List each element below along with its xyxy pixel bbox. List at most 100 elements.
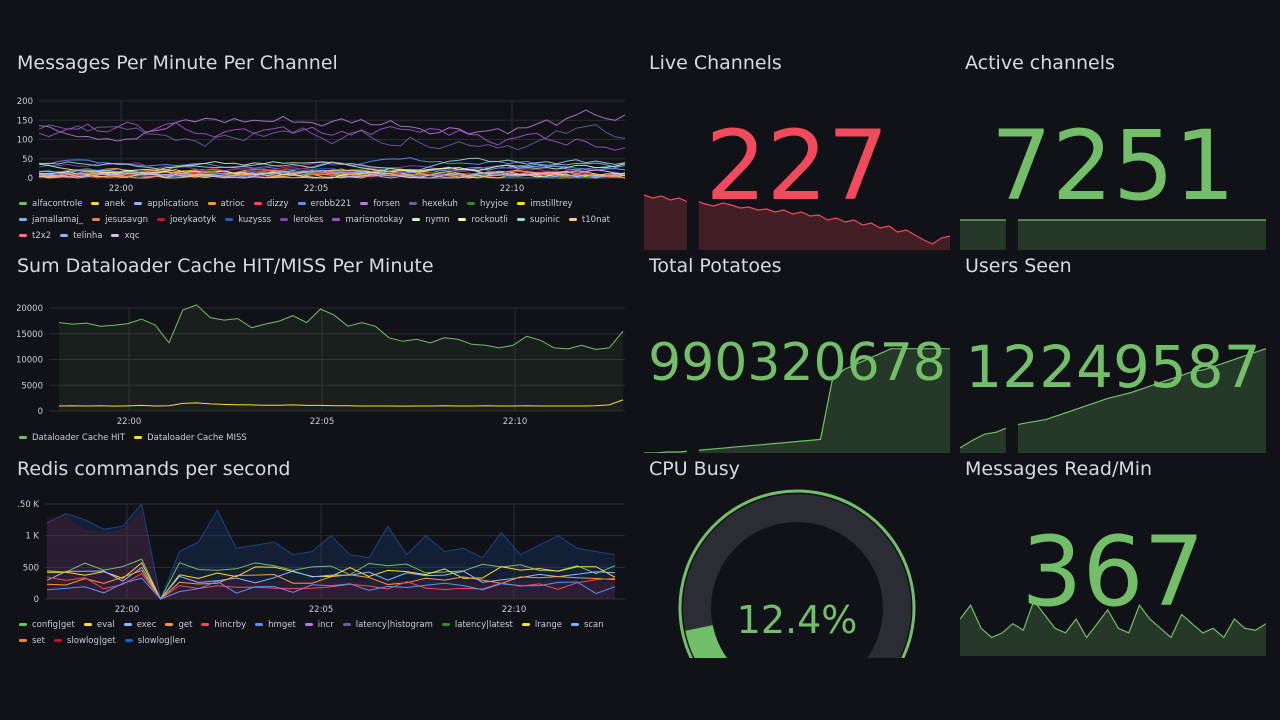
legend-item[interactable]: marisnotokay [332, 212, 403, 228]
legend-item[interactable]: alfacontrole [19, 196, 82, 212]
redis-panel: Redis commands per second 1.50 K 1 K 500 0 2… [17, 458, 627, 658]
legend-label: config|get [32, 620, 75, 630]
total-potatoes-sparkline [644, 333, 950, 453]
legend-item[interactable]: hmget [255, 617, 296, 633]
legend-item[interactable]: jamallamaj_ [19, 212, 83, 228]
sparkline-fill [960, 348, 1266, 453]
y-tick-label: 500 [23, 563, 39, 573]
legend-swatch [517, 202, 526, 205]
legend-item[interactable]: anek [91, 196, 125, 212]
legend-swatch [19, 436, 27, 439]
legend-item[interactable]: jesusavgn [92, 212, 148, 228]
legend-label: rockoutli [471, 215, 508, 225]
messages-read-value: 367 [1021, 516, 1205, 628]
series-line [58, 399, 624, 407]
legend-item[interactable]: joeykaotyk [156, 212, 216, 228]
y-tick-label: 1.50 K [17, 500, 39, 510]
legend-label: hmget [268, 620, 296, 630]
legend-item[interactable]: supinic [516, 212, 560, 228]
legend-swatch [207, 202, 216, 205]
y-tick-label: 200 [17, 97, 33, 107]
legend-item[interactable]: lerokes [280, 212, 323, 228]
gauge-value-arc [685, 624, 728, 658]
redis-chart[interactable]: 1.50 K 1 K 500 0 22:00 22:05 22:10 [17, 494, 627, 644]
panel-title[interactable]: Users Seen [965, 255, 1072, 277]
series-line [38, 169, 626, 179]
sparkline-gap [686, 180, 699, 250]
legend-swatch [466, 202, 475, 205]
legend-item[interactable]: erobb221 [297, 196, 352, 212]
legend-item[interactable]: config|get [19, 617, 75, 633]
legend-item[interactable]: telinha [60, 228, 102, 244]
legend-item[interactable]: slowlog|get [54, 633, 116, 649]
legend-item[interactable]: set [19, 633, 45, 649]
series-line [38, 109, 626, 142]
legend-item[interactable]: eval [83, 617, 115, 633]
series-line [38, 167, 626, 179]
legend-swatch [441, 623, 450, 626]
legend-item[interactable]: xqc [111, 228, 140, 244]
panel-title[interactable]: Total Potatoes [649, 255, 782, 277]
legend-item[interactable]: hexekuh [409, 196, 458, 212]
users-seen-sparkline [960, 333, 1266, 453]
legend-swatch [54, 639, 62, 642]
total-potatoes-panel: Total Potatoes 990320678 [644, 255, 950, 453]
series-line [46, 502, 616, 601]
x-tick-label: 22:05 [310, 417, 335, 427]
dataloader-panel: Sum Dataloader Cache HIT/MISS Per Minute… [17, 255, 627, 450]
series-line [46, 573, 616, 600]
x-tick-label: 22:00 [109, 184, 134, 194]
x-tick-label: 22:00 [115, 605, 140, 615]
series-line [38, 169, 626, 179]
legend-label: erobb221 [310, 199, 352, 209]
series-line [46, 569, 616, 600]
x-tick-label: 22:10 [503, 417, 528, 427]
legend-item[interactable]: latency|histogram [342, 617, 433, 633]
sparkline-fill [960, 600, 1266, 656]
series-fill [47, 510, 615, 599]
panel-title[interactable]: Live Channels [649, 52, 782, 74]
sparkline-gap [1005, 180, 1018, 250]
legend-label: supinic [529, 215, 560, 225]
gauge-threshold-ok [678, 489, 916, 658]
messages-chart[interactable]: 200 150 100 50 0 22:00 22:05 22:10 [17, 90, 627, 230]
panel-title[interactable]: Active channels [965, 52, 1115, 74]
legend-item[interactable]: t10nat [568, 212, 610, 228]
panel-title[interactable]: Redis commands per second [17, 458, 291, 480]
legend-swatch [412, 218, 421, 221]
legend-item[interactable]: kuzysss [225, 212, 271, 228]
legend-item[interactable]: latency|latest [441, 617, 513, 633]
legend-item[interactable]: hincrby [201, 617, 246, 633]
panel-title[interactable]: Messages Per Minute Per Channel [17, 52, 338, 74]
legend-item[interactable]: get [165, 617, 192, 633]
messages-legend: alfacontrole anek applications atrioc dizzy e… [19, 196, 627, 244]
legend-label: atrioc [220, 199, 245, 209]
panel-title[interactable]: Messages Read/Min [965, 458, 1153, 480]
panel-title[interactable]: Sum Dataloader Cache HIT/MISS Per Minute [17, 255, 434, 277]
legend-item[interactable]: applications [134, 196, 199, 212]
series-line [38, 169, 626, 179]
legend-label: alfacontrole [32, 199, 83, 209]
active-channels-value: 7251 [990, 110, 1236, 222]
legend-label: jesusavgn [105, 215, 148, 225]
legend-swatch [568, 218, 577, 221]
legend-item[interactable]: imstilltrey [517, 196, 573, 212]
legend-item[interactable]: hyyjoe [466, 196, 508, 212]
legend-item[interactable]: exec [123, 617, 156, 633]
legend-item[interactable]: Dataloader Cache HIT [19, 430, 125, 446]
legend-item[interactable]: Dataloader Cache MISS [134, 430, 247, 446]
legend-item[interactable]: forsen [360, 196, 400, 212]
legend-item[interactable]: incr [304, 617, 334, 633]
legend-item[interactable]: lrange [521, 617, 562, 633]
legend-item[interactable]: atrioc [207, 196, 245, 212]
dataloader-chart[interactable]: 20000 15000 10000 5000 0 22:00 22:05 22:10 [17, 291, 627, 441]
legend-label: marisnotokay [345, 215, 404, 225]
panel-title[interactable]: CPU Busy [649, 458, 740, 480]
legend-item[interactable]: scan [570, 617, 604, 633]
legend-swatch [280, 218, 289, 221]
legend-item[interactable]: t2x2 [19, 228, 51, 244]
legend-item[interactable]: rockoutli [458, 212, 508, 228]
legend-item[interactable]: slowlog|len [124, 633, 185, 649]
legend-item[interactable]: dizzy [253, 196, 289, 212]
legend-item[interactable]: nymn [412, 212, 449, 228]
